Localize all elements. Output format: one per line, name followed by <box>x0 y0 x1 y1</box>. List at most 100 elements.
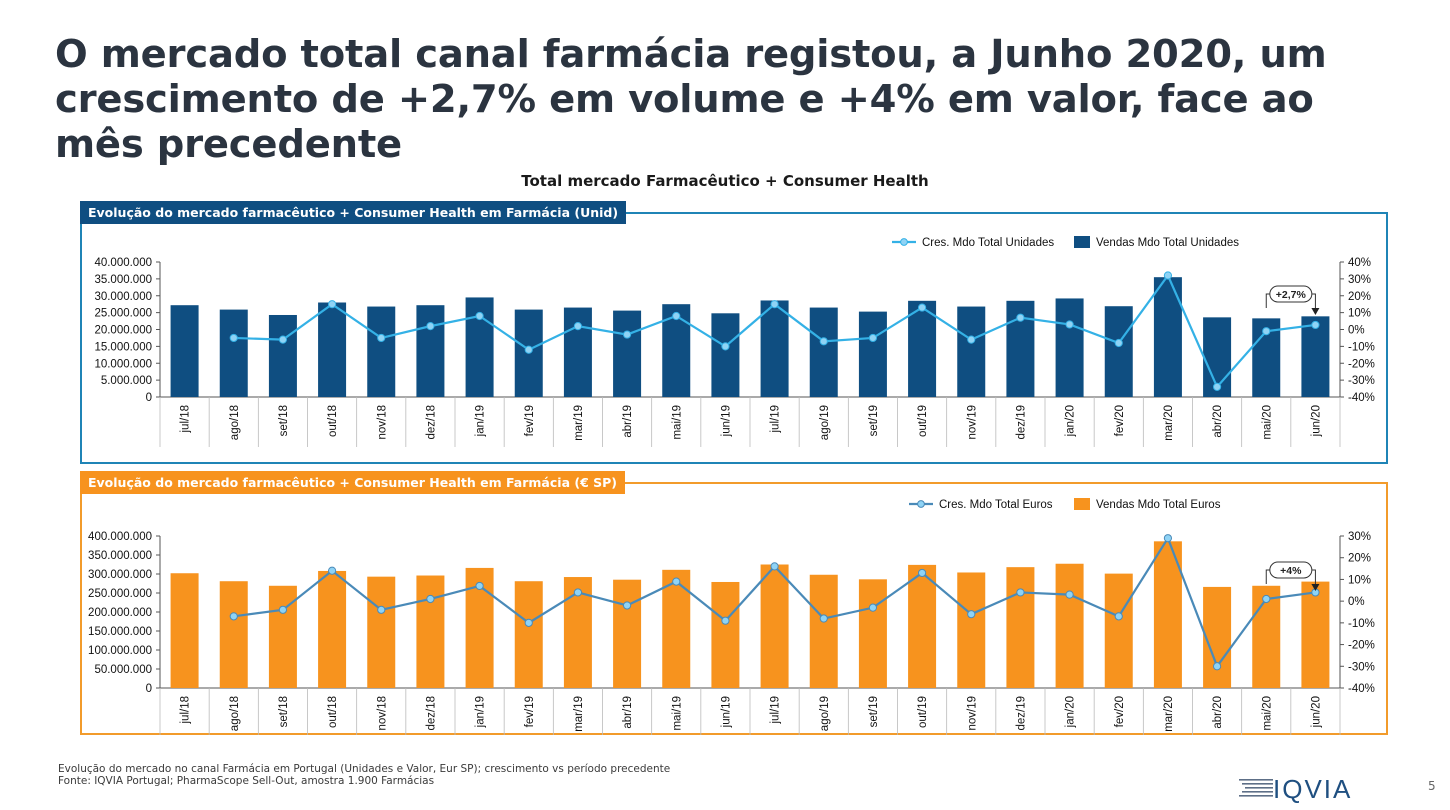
units-right-tick-label: 20% <box>1348 291 1371 303</box>
logo-text: IQVIA <box>1273 774 1352 804</box>
units-growth-point <box>278 335 288 344</box>
euros-right-tick-label: 20% <box>1348 553 1371 565</box>
euros-left-tick-label: 200.000.000 <box>88 607 152 619</box>
units-bar <box>613 310 642 397</box>
units-annotation-bubble <box>1269 285 1313 303</box>
units-growth-point <box>426 322 435 331</box>
euros-left-tick-label: 250.000.000 <box>88 588 152 600</box>
units-right-tick-label: -30% <box>1348 375 1375 387</box>
euros-growth-point <box>327 566 337 575</box>
euros-left-tick-label: 300.000.000 <box>88 569 152 581</box>
euros-growth-point <box>426 594 435 604</box>
euros-x-tick-label: jun/19 <box>720 696 732 728</box>
units-bar <box>1301 316 1330 397</box>
euros-right-tick-label: 10% <box>1348 574 1371 586</box>
euros-right-tick-label: 30% <box>1348 531 1371 543</box>
euros-growth-point <box>1065 590 1074 599</box>
euros-bar <box>1301 581 1330 688</box>
units-left-tick-label: 25.000.000 <box>94 308 152 320</box>
euros-left-tick-label: 50.000.000 <box>94 664 152 676</box>
euros-growth-point <box>524 618 533 627</box>
euros-bar <box>711 581 740 688</box>
units-bar <box>1104 306 1133 397</box>
euros-x-tick-label: jan/20 <box>1065 696 1077 728</box>
euros-legend-bar-label: Vendas Mdo Total Euros <box>1096 499 1221 511</box>
euros-growth-point <box>573 588 583 597</box>
euros-bar <box>1153 541 1182 688</box>
euros-x-tick-label: out/19 <box>917 696 929 728</box>
euros-left-tick-label: 350.000.000 <box>88 550 152 562</box>
euros-x-tick-label: ago/18 <box>229 696 241 731</box>
page-title: O mercado total canal farmácia registou,… <box>55 32 1327 167</box>
units-bar <box>760 300 789 397</box>
euros-bar <box>367 576 396 688</box>
euros-growth-point <box>1262 594 1271 604</box>
euros-growth-point <box>1114 612 1123 621</box>
euros-growth-point <box>1212 662 1222 671</box>
units-x-tick-label: fev/19 <box>524 405 536 436</box>
euros-growth-point <box>672 577 681 586</box>
euros-left-tick-label: 100.000.000 <box>88 645 152 657</box>
euros-right-tick-label: -10% <box>1348 618 1375 630</box>
units-left-tick-label: 20.000.000 <box>94 325 152 337</box>
euros-growth-point <box>1163 534 1173 543</box>
units-x-tick-label: mar/20 <box>1163 405 1175 441</box>
units-chart: 40.000.000 35.000.000 30.000.000 25.000.000… <box>94 236 1375 447</box>
units-right-tick-label: 40% <box>1348 257 1371 269</box>
euros-growth-point <box>377 605 386 614</box>
footer-description: Evolução do mercado no canal Farmácia em… <box>58 763 671 775</box>
units-growth-point <box>868 333 878 343</box>
euros-growth-point <box>917 568 927 578</box>
units-left-tick-label: 10.000.000 <box>94 358 152 370</box>
units-growth-point <box>1016 313 1025 322</box>
euros-x-tick-label: abr/20 <box>1212 696 1224 729</box>
units-growth-point <box>672 311 681 321</box>
units-x-tick-label: set/18 <box>278 405 290 436</box>
units-x-tick-label: jun/19 <box>720 405 732 437</box>
units-right-tick-label: -20% <box>1348 358 1375 370</box>
units-right-tick-label: 30% <box>1348 274 1371 286</box>
units-annotation-arrow <box>1311 308 1320 315</box>
units-right-tick-label: 0% <box>1348 325 1365 337</box>
euros-x-tick-label: set/19 <box>868 696 880 727</box>
units-growth-point <box>967 335 976 344</box>
euros-x-tick-label: fev/20 <box>1114 696 1126 727</box>
euros-x-tick-label: fev/19 <box>524 696 536 727</box>
units-bar <box>318 302 347 397</box>
units-left-tick-label: 35.000.000 <box>94 274 152 286</box>
euros-x-tick-label: dez/18 <box>425 696 437 731</box>
euros-x-tick-label: jan/19 <box>475 696 487 728</box>
euros-annotation-label: +4% <box>1280 565 1302 577</box>
euros-left-tick-label: 0 <box>146 683 152 695</box>
euros-bar <box>1055 563 1084 688</box>
units-right-tick-label: 10% <box>1348 308 1371 320</box>
euros-bar <box>318 570 347 688</box>
euros-x-tick-label: abr/19 <box>622 696 634 729</box>
euros-x-tick-label: out/18 <box>327 696 339 728</box>
euros-chart-title: Evolução do mercado farmacêutico + Consu… <box>80 471 625 494</box>
units-left-tick-label: 15.000.000 <box>94 341 152 353</box>
units-bar <box>711 313 740 397</box>
euros-bar <box>170 573 199 688</box>
units-growth-point <box>1114 338 1123 348</box>
euros-x-tick-label: jun/20 <box>1310 696 1322 728</box>
units-left-tick-label: 5.000.000 <box>101 375 152 387</box>
units-x-tick-label: fev/20 <box>1114 405 1126 436</box>
units-x-tick-label: mai/20 <box>1261 405 1273 440</box>
euros-right-tick-label: 0% <box>1348 596 1365 608</box>
euros-x-tick-label: nov/18 <box>376 696 388 731</box>
euros-x-tick-label: mai/19 <box>671 696 683 731</box>
euros-bar <box>957 572 986 688</box>
units-bar <box>416 305 445 397</box>
units-growth-point <box>819 337 828 346</box>
units-growth-point <box>1311 320 1320 330</box>
euros-growth-point <box>819 614 828 623</box>
euros-x-tick-label: set/18 <box>278 696 290 727</box>
units-growth-point <box>1163 271 1173 280</box>
euros-legend-line-label: Cres. Mdo Total Euros <box>939 499 1053 511</box>
units-left-tick-label: 40.000.000 <box>94 257 152 269</box>
units-legend-line-marker <box>900 238 908 246</box>
units-x-tick-label: set/19 <box>868 405 880 436</box>
footer-source: Fonte: IQVIA Portugal; PharmaScope Sell-… <box>58 775 435 787</box>
units-growth-point <box>524 345 533 354</box>
